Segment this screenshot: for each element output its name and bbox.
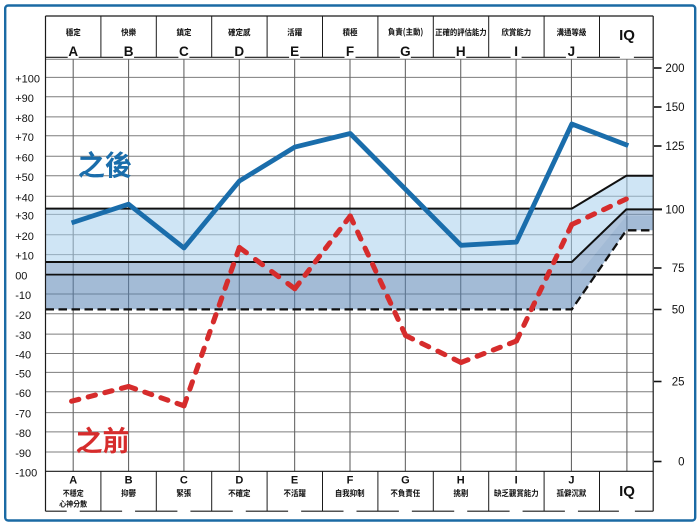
svg-text:H: H	[456, 44, 466, 59]
svg-text:G: G	[400, 44, 411, 59]
svg-text:E: E	[291, 475, 298, 487]
svg-text:100: 100	[665, 204, 684, 216]
svg-text:+40: +40	[15, 192, 34, 204]
svg-text:-10: -10	[15, 290, 31, 302]
svg-text:25: 25	[672, 377, 685, 389]
svg-text:-40: -40	[15, 350, 31, 362]
svg-text:0: 0	[678, 457, 684, 469]
svg-text:IQ: IQ	[619, 27, 635, 44]
svg-text:IQ: IQ	[619, 483, 635, 500]
svg-text:-80: -80	[15, 428, 31, 440]
svg-text:+70: +70	[15, 132, 34, 144]
svg-text:I: I	[515, 475, 518, 487]
svg-text:125: 125	[665, 141, 684, 153]
svg-text:+80: +80	[15, 113, 34, 125]
svg-text:D: D	[234, 44, 244, 59]
svg-text:H: H	[457, 475, 465, 487]
svg-text:+50: +50	[15, 172, 34, 184]
svg-text:-90: -90	[15, 448, 31, 460]
svg-text:150: 150	[665, 102, 684, 114]
svg-text:-20: -20	[15, 310, 31, 322]
svg-text:G: G	[401, 475, 410, 487]
svg-text:+10: +10	[15, 251, 34, 263]
svg-text:J: J	[568, 475, 574, 487]
svg-text:F: F	[347, 475, 354, 487]
svg-text:D: D	[235, 475, 243, 487]
svg-text:-60: -60	[15, 388, 31, 400]
svg-text:C: C	[179, 44, 189, 59]
svg-text:-100: -100	[15, 467, 37, 479]
svg-text:+90: +90	[15, 93, 34, 105]
svg-text:B: B	[124, 44, 134, 59]
svg-text:I: I	[514, 44, 518, 59]
svg-text:+30: +30	[15, 211, 34, 223]
svg-text:A: A	[68, 44, 78, 59]
svg-text:50: 50	[672, 305, 685, 317]
svg-text:F: F	[346, 44, 354, 59]
svg-text:+60: +60	[15, 152, 34, 164]
svg-text:75: 75	[672, 263, 685, 275]
svg-text:B: B	[125, 475, 133, 487]
svg-text:A: A	[69, 475, 77, 487]
svg-text:E: E	[290, 44, 299, 59]
svg-text:-30: -30	[15, 330, 31, 342]
svg-text:-70: -70	[15, 409, 31, 421]
svg-text:C: C	[180, 475, 188, 487]
svg-text:J: J	[568, 44, 576, 59]
svg-text:+20: +20	[15, 231, 34, 243]
svg-text:-50: -50	[15, 369, 31, 381]
svg-text:200: 200	[665, 63, 684, 75]
svg-text:+100: +100	[15, 74, 40, 86]
svg-text:00: 00	[15, 271, 27, 283]
